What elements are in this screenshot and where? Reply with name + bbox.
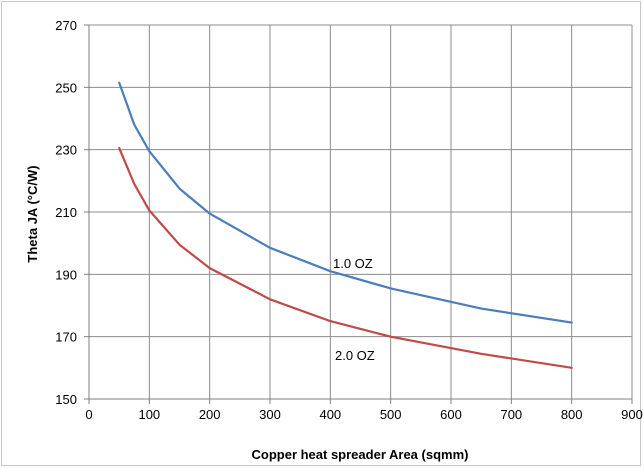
x-tick-label: 0 xyxy=(85,407,92,422)
grid-lines xyxy=(89,24,633,399)
series-label-2: 2.0 OZ xyxy=(335,348,375,363)
y-axis-title: Theta JA (°C/W) xyxy=(25,165,40,262)
y-tick-label: 210 xyxy=(55,205,77,220)
series-labels: 1.0 OZ 2.0 OZ xyxy=(333,256,375,363)
x-tick-label: 200 xyxy=(199,407,221,422)
x-tick-label: 500 xyxy=(380,407,402,422)
series-lines xyxy=(118,81,573,369)
x-tick-label: 700 xyxy=(500,407,522,422)
x-tick-label: 100 xyxy=(138,407,160,422)
series-label-1: 1.0 OZ xyxy=(333,256,373,271)
y-tick-label: 230 xyxy=(55,143,77,158)
y-tick-label: 270 xyxy=(55,18,77,33)
x-tick-label: 600 xyxy=(440,407,462,422)
x-tick-label: 300 xyxy=(259,407,281,422)
x-tick-label: 400 xyxy=(319,407,341,422)
series-line-2 xyxy=(118,147,573,369)
y-tick-labels: 150 170 190 210 230 250 270 xyxy=(55,18,77,407)
x-tick-labels: 0 100 200 300 400 500 600 700 800 900 xyxy=(85,407,642,422)
series-line-1 xyxy=(118,81,573,324)
x-tick-label: 900 xyxy=(621,407,643,422)
y-tick-label: 250 xyxy=(55,80,77,95)
y-tick-label: 190 xyxy=(55,267,77,282)
x-tick-label: 800 xyxy=(561,407,583,422)
y-tick-label: 150 xyxy=(55,392,77,407)
x-axis-title: Copper heat spreader Area (sqmm) xyxy=(252,447,469,462)
y-tick-label: 170 xyxy=(55,330,77,345)
axes xyxy=(84,24,633,404)
